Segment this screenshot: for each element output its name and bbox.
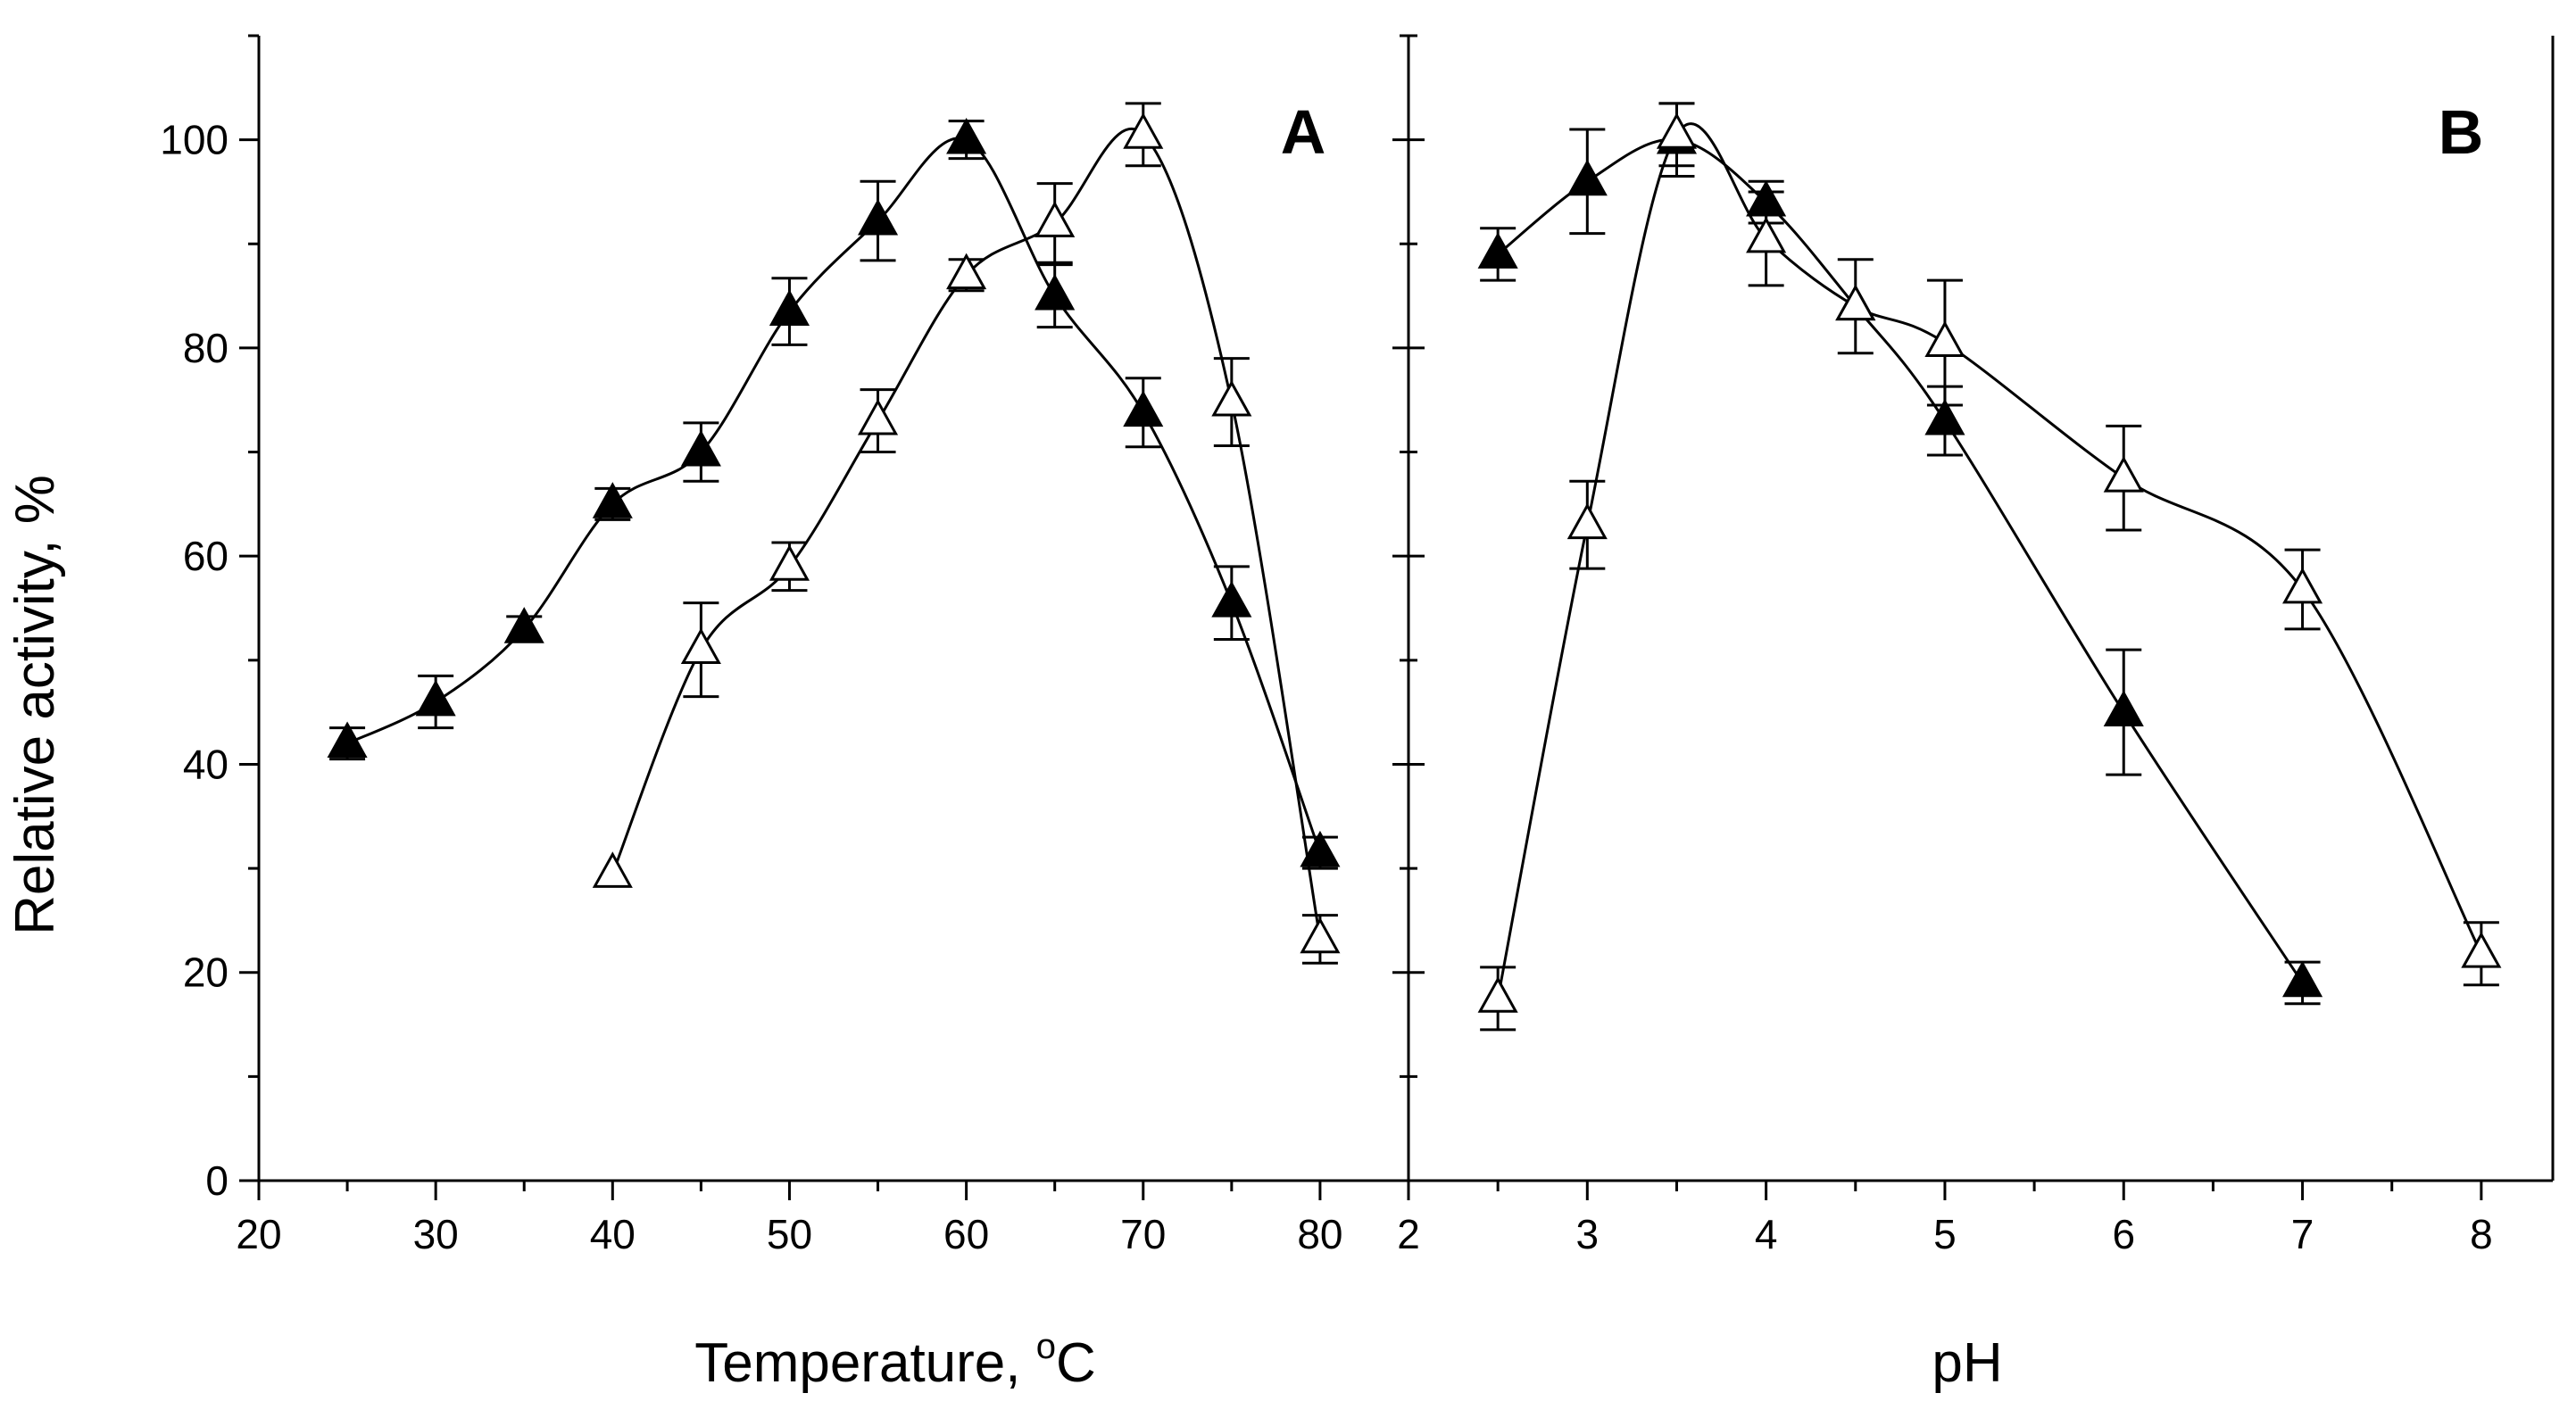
x-label-text: Temperature, [694, 1332, 1036, 1394]
data-point-open [1656, 112, 1698, 149]
x-tick-label: 2 [1397, 1211, 1420, 1257]
y-tick-label: 100 [160, 117, 229, 163]
panel-b-x-axis-label: pH [1932, 1332, 2002, 1394]
y-tick-label: 80 [183, 325, 229, 371]
data-point-filled [503, 607, 544, 643]
data-point-open [1123, 112, 1164, 149]
data-point-open [1566, 502, 1608, 540]
data-point-open [1477, 976, 1518, 1013]
x-tick-label: 30 [413, 1211, 459, 1257]
x-tick-label: 50 [767, 1211, 812, 1257]
data-point-filled [1924, 398, 1965, 435]
data-point-open [1211, 379, 1252, 417]
data-point-filled [1566, 159, 1608, 196]
data-point-open [769, 544, 810, 581]
data-point-open [1835, 284, 1876, 321]
data-point-filled [769, 289, 810, 326]
x-tick-label: 6 [2112, 1211, 2135, 1257]
data-point-filled [680, 429, 721, 467]
x-tick-label: 3 [1576, 1211, 1600, 1257]
x-tick-label: 8 [2470, 1211, 2493, 1257]
data-point-open [592, 851, 633, 888]
data-point-open [1746, 216, 1787, 253]
data-point-open [946, 253, 987, 290]
panel-a-letter: A [1281, 97, 1326, 167]
data-point-open [2282, 567, 2323, 604]
data-point-filled [946, 117, 987, 154]
data-point-open [680, 627, 721, 665]
x-tick-label: 80 [1297, 1211, 1342, 1257]
y-tick-label: 40 [183, 741, 229, 787]
data-point-filled [327, 721, 368, 759]
x-tick-label: 40 [590, 1211, 636, 1257]
data-point-filled [592, 482, 633, 518]
panel-b-letter: B [2439, 97, 2484, 167]
y-tick-label: 60 [183, 533, 229, 579]
data-point-open [1035, 201, 1076, 237]
data-point-filled [857, 198, 899, 236]
x-tick-label: 7 [2291, 1211, 2314, 1257]
x-tick-label: 20 [236, 1211, 281, 1257]
data-point-open [857, 398, 899, 435]
data-point-open [2103, 456, 2144, 493]
data-point-filled [415, 679, 456, 717]
y-tick-label: 0 [205, 1157, 229, 1204]
data-point-filled [1123, 390, 1164, 427]
data-point-filled [2103, 690, 2144, 727]
x-tick-label: 5 [1933, 1211, 1957, 1257]
panel-a-x-axis-label: Temperature, oC [694, 1327, 1096, 1394]
data-point-filled [1211, 580, 1252, 618]
x-tick-label: 70 [1120, 1211, 1166, 1257]
x-tick-label: 60 [943, 1211, 989, 1257]
data-point-filled [1035, 273, 1076, 311]
data-point-filled [1300, 830, 1341, 867]
data-point-open [2461, 932, 2502, 968]
data-point-open [1300, 916, 1341, 954]
data-point-filled [2282, 960, 2323, 998]
panel-b: 2 3 4 5 6 7 8 [1392, 34, 2555, 1257]
data-point-filled [1477, 232, 1518, 269]
y-tick-label: 20 [183, 949, 229, 996]
x-tick-label: 4 [1755, 1211, 1778, 1257]
degree-superscript: o [1036, 1327, 1056, 1366]
x-label-unit: C [1056, 1332, 1096, 1394]
y-axis-label: Relative activity, % [4, 475, 66, 935]
series-line [611, 127, 1322, 940]
data-point-open [1924, 320, 1965, 357]
